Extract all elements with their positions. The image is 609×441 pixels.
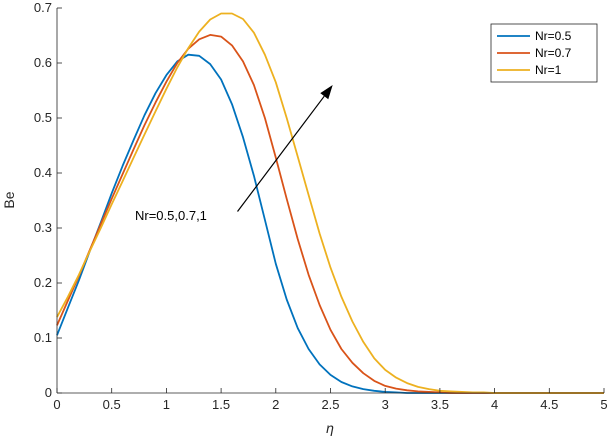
ticks-layer: 0 0.5 1 1.5 2 2.5 3 3.5 4 4.5 5 0 0.1 0.2 0.3 0.4 0.5 0.6… [34,0,608,412]
legend-label-1: Nr=0.5 [535,29,572,43]
y-tick-label: 0.3 [34,220,52,235]
x-tick-label: 4 [491,397,498,412]
annotation-text: Nr=0.5,0.7,1 [135,208,207,223]
y-tick-label: 0 [45,385,52,400]
legend-label-3: Nr=1 [535,63,562,77]
x-tick-label: 2 [272,397,279,412]
y-axis-label: Be [1,191,17,208]
y-tick-label: 0.7 [34,0,52,15]
y-tick-label: 0.1 [34,330,52,345]
x-tick-label: 5 [600,397,607,412]
annotation-arrow [237,95,325,212]
x-tick-label: 4.5 [540,397,558,412]
x-axis-label: η [326,420,334,436]
x-tick-label: 0.5 [103,397,121,412]
x-tick-label: 1.5 [212,397,230,412]
x-tick-label: 0 [53,397,60,412]
annotation-layer: Nr=0.5,0.7,1 [135,85,333,223]
x-tick-label: 2.5 [321,397,339,412]
x-tick-label: 1 [163,397,170,412]
legend-label-2: Nr=0.7 [535,46,572,60]
y-tick-label: 0.4 [34,165,52,180]
annotation-arrowhead [320,85,333,100]
y-tick-label: 0.2 [34,275,52,290]
y-tick-label: 0.5 [34,110,52,125]
x-tick-label: 3 [382,397,389,412]
y-tick-label: 0.6 [34,55,52,70]
x-tick-label: 3.5 [431,397,449,412]
legend: Nr=0.5 Nr=0.7 Nr=1 [490,23,598,83]
